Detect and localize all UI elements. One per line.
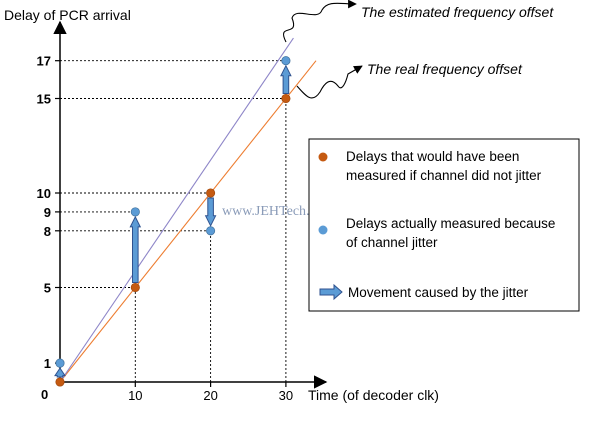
measured-delay-point — [281, 56, 291, 66]
legend-label-movement: Movement caused by the jitter — [348, 285, 529, 300]
data-points — [55, 56, 291, 387]
measured-delay-point — [130, 207, 140, 217]
y-axis-label: Delay of PCR arrival — [4, 7, 131, 23]
legend-marker-undisturbed — [318, 152, 328, 162]
movement-arrows — [54, 64, 292, 378]
y-tick-label: 5 — [44, 281, 51, 296]
y-tick-label: 17 — [37, 54, 51, 69]
x-axis-label: Time (of decoder clk) — [308, 387, 439, 403]
undisturbed-delay-point — [281, 93, 291, 104]
legend: Delays that would have been measured if … — [308, 138, 580, 312]
real-offset-line — [59, 60, 317, 383]
guide-lines — [60, 60, 287, 382]
real-annotation-pointer — [296, 65, 363, 99]
measured-delay-point — [206, 226, 216, 236]
offset-lines — [59, 37, 317, 383]
legend-label-measured-line1: Delays actually measured because — [346, 216, 555, 231]
estimated-offset-line — [59, 37, 294, 383]
movement-arrow — [54, 367, 66, 378]
legend-label-undisturbed-line2: measured if channel did not jitter — [346, 168, 542, 183]
undisturbed-delay-point — [130, 282, 140, 293]
y-tick-label: 9 — [44, 205, 51, 220]
y-tick-label: 10 — [37, 186, 51, 201]
y-tick-label: 1 — [44, 356, 51, 371]
legend-label-undisturbed-line1: Delays that would have been — [346, 149, 519, 164]
y-tick-label: 8 — [44, 224, 51, 239]
movement-arrow — [204, 197, 217, 227]
movement-arrow — [129, 215, 142, 283]
real-annotation: The real frequency offset — [367, 61, 523, 77]
legend-movement-arrow — [319, 283, 343, 301]
estimated-annotation-pointer — [283, 0, 357, 43]
undisturbed-delay-point — [55, 377, 65, 387]
x-tick-label: 30 — [279, 388, 293, 403]
movement-arrow — [280, 64, 292, 94]
legend-label-measured: Delays actually measured because of chan… — [346, 216, 559, 250]
x-tick-label: 10 — [128, 388, 142, 403]
origin-label: 0 — [41, 387, 48, 402]
y-tick-label: 15 — [37, 92, 51, 107]
undisturbed-delay-point — [206, 188, 216, 198]
measured-delay-point — [55, 358, 65, 368]
legend-label-measured-line2: of channel jitter — [346, 235, 438, 250]
x-tick-label: 20 — [203, 388, 217, 403]
watermark: www.JEHTech.com — [222, 204, 334, 219]
legend-label-undisturbed: Delays that would have been measured if … — [346, 149, 542, 183]
estimated-annotation: The estimated frequency offset — [361, 4, 554, 20]
legend-marker-measured — [318, 225, 328, 235]
legend-box — [308, 138, 580, 312]
